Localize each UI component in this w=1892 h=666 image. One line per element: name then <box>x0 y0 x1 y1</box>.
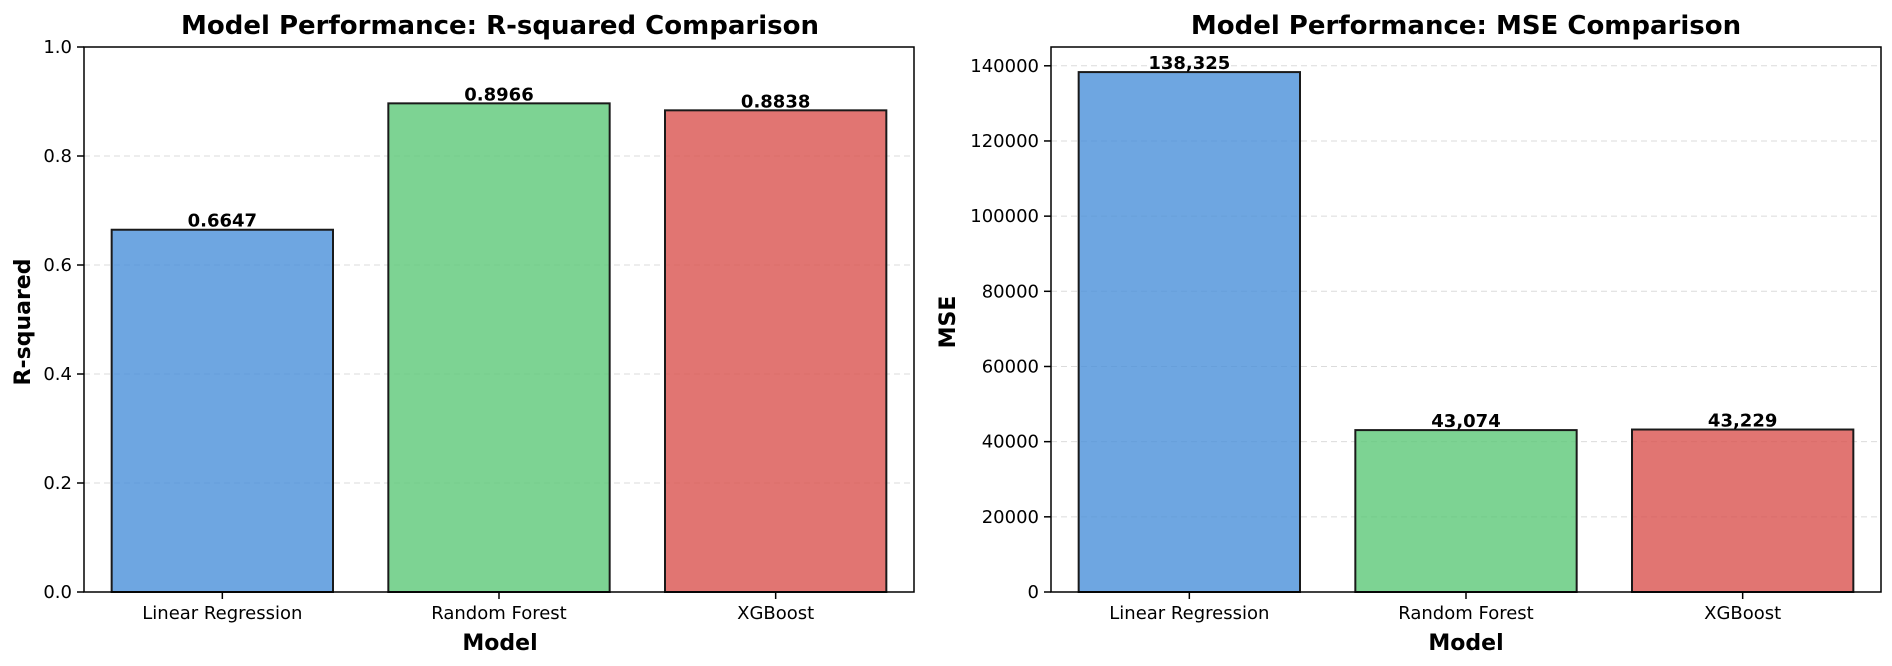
y-tick-label: 0.8 <box>43 146 72 167</box>
bar-random-forest <box>387 102 611 593</box>
y-tick-label: 100000 <box>970 206 1039 227</box>
mse-chart: Model Performance: MSE Comparison Model … <box>936 11 1882 656</box>
r-squared-chart: Model Performance: R-squared Comparison … <box>11 11 915 656</box>
plot-frame <box>83 46 915 593</box>
x-axis-label: Model <box>462 631 537 656</box>
bar-random-forest <box>1354 429 1578 593</box>
x-axis-label: Model <box>1428 631 1503 656</box>
bar-linear-regression <box>110 228 334 593</box>
bar-value-label: 0.8838 <box>741 91 810 112</box>
y-axis-label: MSE <box>936 296 961 349</box>
y-tick-label: 140000 <box>970 56 1039 77</box>
y-tick-label: 80000 <box>982 281 1039 302</box>
ticks: 0 20000 40000 60000 80000 100000 120000 140000 L… <box>970 56 1781 624</box>
y-tick-label: 60000 <box>982 356 1039 377</box>
bar-value-label: 138,325 <box>1148 53 1230 74</box>
bars <box>1077 71 1855 593</box>
x-tick-label: Linear Regression <box>1109 603 1269 624</box>
bar-xgboost <box>1631 428 1855 593</box>
y-tick-label: 0.2 <box>43 473 72 494</box>
bar-value-label: 0.8966 <box>464 84 533 105</box>
y-axis-label: R-squared <box>11 259 36 386</box>
bar-value-label: 0.6647 <box>188 211 257 232</box>
x-tick-label: Random Forest <box>1398 603 1533 624</box>
y-tick-label: 1.0 <box>43 37 72 58</box>
y-tick-label: 0.0 <box>43 582 72 603</box>
ticks: 0.0 0.2 0.4 0.6 0.8 1.0 Linear Regression Rando… <box>43 37 814 624</box>
y-tick-label: 0 <box>1028 582 1039 603</box>
y-tick-label: 0.6 <box>43 255 72 276</box>
plot-frame <box>1050 46 1882 593</box>
chart-title: Model Performance: R-squared Comparison <box>181 11 819 41</box>
bar-xgboost <box>664 109 888 593</box>
bars <box>110 102 888 593</box>
data-labels: 138,325 43,074 43,229 <box>1148 53 1777 432</box>
y-tick-label: 0.4 <box>43 364 72 385</box>
bar-value-label: 43,074 <box>1431 411 1500 432</box>
chart-title: Model Performance: MSE Comparison <box>1191 11 1741 41</box>
x-tick-label: XGBoost <box>737 603 814 624</box>
x-tick-label: Random Forest <box>431 603 566 624</box>
bar-linear-regression <box>1077 71 1301 593</box>
y-tick-label: 20000 <box>982 507 1039 528</box>
y-tick-label: 120000 <box>970 131 1039 152</box>
x-tick-label: Linear Regression <box>142 603 302 624</box>
x-tick-label: XGBoost <box>1704 603 1781 624</box>
bar-value-label: 43,229 <box>1708 411 1777 432</box>
y-tick-label: 40000 <box>982 432 1039 453</box>
data-labels: 0.6647 0.8966 0.8838 <box>188 84 811 231</box>
